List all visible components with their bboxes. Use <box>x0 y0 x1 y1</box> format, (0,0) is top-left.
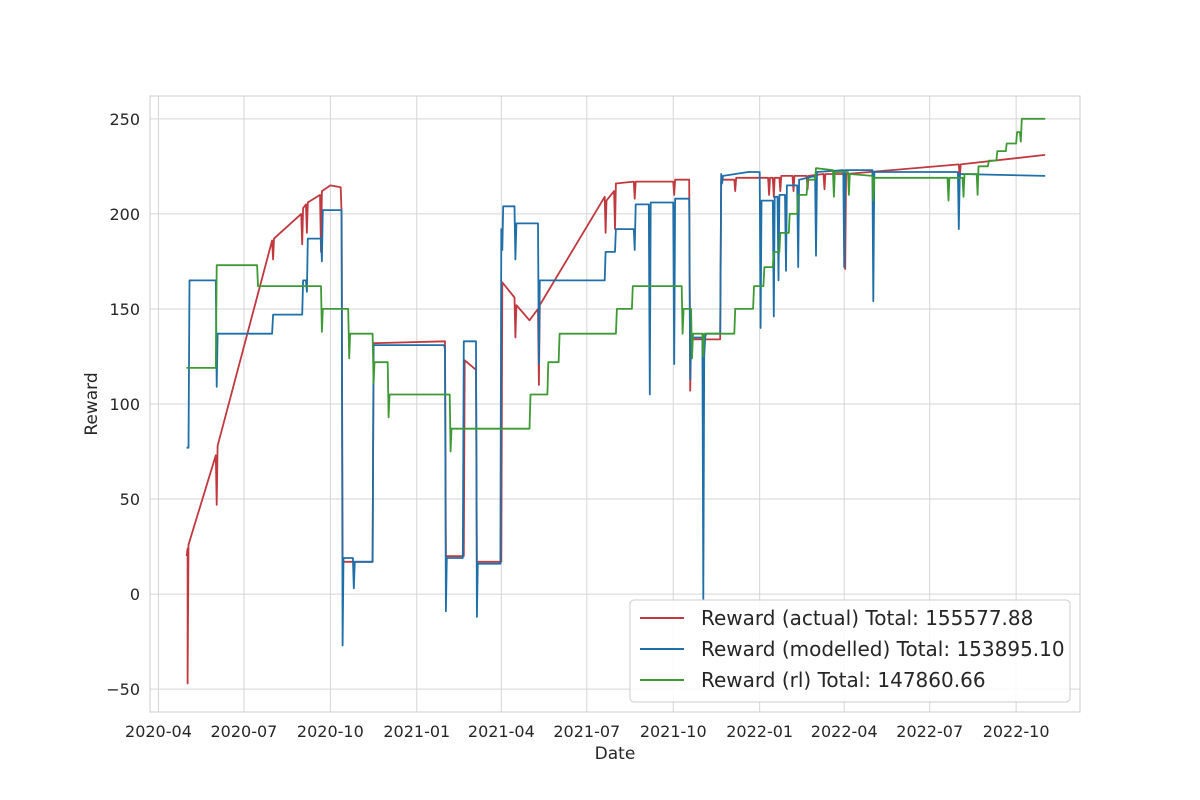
legend: Reward (actual) Total: 155577.88 Reward … <box>629 599 1071 703</box>
y-tick-label: 200 <box>109 205 140 224</box>
x-tick-label: 2021-10 <box>640 722 707 741</box>
legend-label-actual: Reward (actual) Total: 155577.88 <box>701 606 1033 630</box>
legend-label-modelled: Reward (modelled) Total: 153895.10 <box>701 637 1065 661</box>
y-tick-label: 0 <box>130 585 140 604</box>
x-tick-label: 2022-07 <box>896 722 963 741</box>
x-tick-label: 2022-01 <box>726 722 793 741</box>
y-tick-label: −50 <box>106 680 140 699</box>
x-tick-label: 2021-07 <box>553 722 620 741</box>
legend-label-rl: Reward (rl) Total: 147860.66 <box>701 668 986 692</box>
legend-box <box>629 599 1071 703</box>
x-tick-label: 2020-10 <box>297 722 364 741</box>
x-tick-label: 2020-04 <box>125 722 192 741</box>
plot-frame <box>149 95 1081 713</box>
x-axis-title: Date <box>595 744 636 764</box>
y-tick-label: 50 <box>120 490 140 509</box>
y-axis-title: Reward <box>82 372 102 435</box>
series-layer <box>185 117 1046 685</box>
y-tick-label: 100 <box>109 395 140 414</box>
series-line-modelled <box>186 169 1046 647</box>
x-tick-label: 2022-04 <box>811 722 878 741</box>
y-tick-label: 150 <box>109 300 140 319</box>
x-tick-label: 2021-01 <box>383 722 450 741</box>
x-tick-label: 2022-10 <box>983 722 1050 741</box>
x-tick-labels: 2020-04 2020-07 2020-10 2021-01 2021-04 2021-… <box>125 722 1050 741</box>
x-tick-label: 2020-07 <box>211 722 278 741</box>
series-line-rl <box>186 117 1046 453</box>
series-line-actual <box>185 154 1046 685</box>
y-tick-labels: −50 0 50 100 150 200 250 <box>106 110 140 699</box>
x-tick-label: 2021-04 <box>468 722 535 741</box>
y-tick-label: 250 <box>109 110 140 129</box>
